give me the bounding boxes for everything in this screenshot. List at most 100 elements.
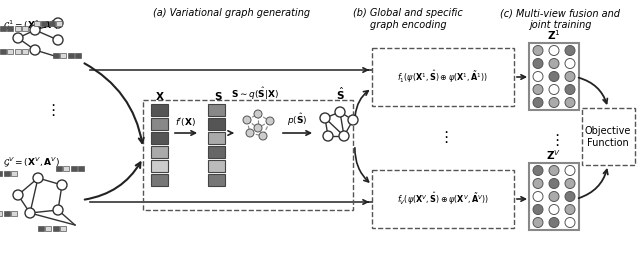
Text: $f^{\prime}(\mathbf{X})$: $f^{\prime}(\mathbf{X})$ xyxy=(175,116,196,128)
Text: $\mathbf{Z}^1$: $\mathbf{Z}^1$ xyxy=(547,28,561,42)
Bar xyxy=(151,104,168,116)
Circle shape xyxy=(549,204,559,214)
Circle shape xyxy=(533,46,543,56)
Circle shape xyxy=(339,131,349,141)
Bar xyxy=(12,211,17,215)
Bar xyxy=(60,52,67,58)
Text: $\mathbf{X}$: $\mathbf{X}$ xyxy=(155,90,165,102)
Circle shape xyxy=(565,59,575,69)
Circle shape xyxy=(254,110,262,118)
Bar xyxy=(15,25,20,31)
Bar xyxy=(529,163,579,230)
Bar xyxy=(71,166,77,170)
Circle shape xyxy=(335,107,345,117)
Circle shape xyxy=(565,178,575,188)
Circle shape xyxy=(254,124,262,132)
FancyArrowPatch shape xyxy=(355,148,369,182)
Bar xyxy=(56,166,61,170)
Circle shape xyxy=(565,97,575,107)
Circle shape xyxy=(348,115,358,125)
FancyArrowPatch shape xyxy=(84,63,144,143)
Circle shape xyxy=(533,166,543,176)
Circle shape xyxy=(565,166,575,176)
Text: $\mathcal{G}^V = (\mathbf{X}^V, \mathbf{A}^V)$: $\mathcal{G}^V = (\mathbf{X}^V, \mathbf{… xyxy=(3,155,60,168)
Text: (c) Multi-view fusion and
joint training: (c) Multi-view fusion and joint training xyxy=(500,8,620,31)
Circle shape xyxy=(533,191,543,201)
Bar xyxy=(208,160,225,172)
Bar xyxy=(151,132,168,144)
Bar xyxy=(38,225,44,231)
FancyArrowPatch shape xyxy=(355,91,368,115)
Circle shape xyxy=(565,85,575,94)
Circle shape xyxy=(549,218,559,228)
Circle shape xyxy=(266,117,274,125)
Circle shape xyxy=(565,46,575,56)
Text: $\mathbf{S}$: $\mathbf{S}$ xyxy=(214,90,222,102)
Bar xyxy=(151,160,168,172)
Bar xyxy=(12,170,17,176)
Bar xyxy=(41,21,47,25)
Bar xyxy=(78,166,84,170)
Circle shape xyxy=(13,33,23,43)
Circle shape xyxy=(533,178,543,188)
Circle shape xyxy=(53,35,63,45)
Text: $\mathbf{S} \sim q(\hat{\mathbf{S}}|\mathbf{X})$: $\mathbf{S} \sim q(\hat{\mathbf{S}}|\mat… xyxy=(231,85,279,102)
Text: Objective
Function: Objective Function xyxy=(585,126,631,148)
Circle shape xyxy=(549,166,559,176)
Bar xyxy=(0,49,6,53)
Text: $\vdots$: $\vdots$ xyxy=(438,129,448,145)
Circle shape xyxy=(30,25,40,35)
Circle shape xyxy=(246,129,254,137)
Text: $\mathcal{G}^1 = (\mathbf{X}^1, \mathbf{A}^1)$: $\mathcal{G}^1 = (\mathbf{X}^1, \mathbf{… xyxy=(3,18,59,32)
Bar xyxy=(208,118,225,130)
Bar xyxy=(151,146,168,158)
Text: $p(\hat{\mathbf{S}})$: $p(\hat{\mathbf{S}})$ xyxy=(287,111,307,128)
Circle shape xyxy=(549,59,559,69)
Text: $\mathbf{Z}^V$: $\mathbf{Z}^V$ xyxy=(547,148,561,162)
Bar xyxy=(68,52,74,58)
Bar xyxy=(0,170,3,176)
Circle shape xyxy=(549,46,559,56)
Circle shape xyxy=(565,191,575,201)
Circle shape xyxy=(53,205,63,215)
Circle shape xyxy=(25,208,35,218)
Bar xyxy=(52,225,59,231)
Circle shape xyxy=(53,18,63,28)
Circle shape xyxy=(565,204,575,214)
Circle shape xyxy=(243,116,251,124)
Circle shape xyxy=(565,218,575,228)
Bar xyxy=(0,211,3,215)
FancyArrowPatch shape xyxy=(579,78,607,103)
Bar xyxy=(208,146,225,158)
Bar xyxy=(0,25,6,31)
Circle shape xyxy=(13,190,23,200)
Circle shape xyxy=(57,180,67,190)
Bar xyxy=(22,49,28,53)
Text: $\vdots$: $\vdots$ xyxy=(549,132,559,148)
Circle shape xyxy=(533,85,543,94)
Circle shape xyxy=(30,45,40,55)
Bar xyxy=(76,52,81,58)
Bar xyxy=(7,25,13,31)
Bar xyxy=(49,21,55,25)
Circle shape xyxy=(565,72,575,82)
Circle shape xyxy=(549,85,559,94)
Circle shape xyxy=(549,72,559,82)
Text: (b) Global and specific
graph encoding: (b) Global and specific graph encoding xyxy=(353,8,463,31)
Circle shape xyxy=(533,204,543,214)
FancyArrowPatch shape xyxy=(579,170,608,198)
Circle shape xyxy=(533,72,543,82)
Circle shape xyxy=(533,218,543,228)
Bar xyxy=(4,170,10,176)
Bar xyxy=(208,104,225,116)
Bar xyxy=(56,21,62,25)
Circle shape xyxy=(549,178,559,188)
Bar xyxy=(15,49,20,53)
Circle shape xyxy=(549,191,559,201)
Bar xyxy=(52,52,59,58)
Circle shape xyxy=(259,132,267,140)
Bar xyxy=(63,166,69,170)
FancyArrowPatch shape xyxy=(84,163,140,200)
Circle shape xyxy=(549,97,559,107)
Circle shape xyxy=(320,113,330,123)
